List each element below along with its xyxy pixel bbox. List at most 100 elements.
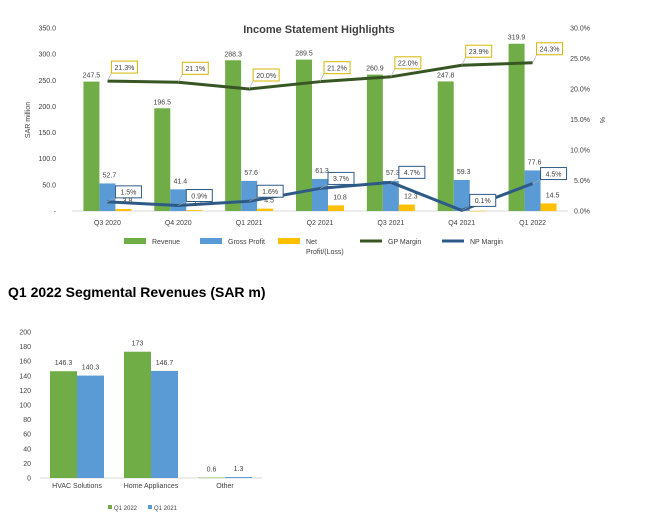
legend-q1-2022: Q1 2022	[108, 505, 138, 512]
legend-label: Revenue	[152, 239, 180, 246]
net-profit-bar	[257, 208, 274, 211]
legend-label: Net	[306, 239, 317, 246]
y2-tick-label: 20.0%	[570, 87, 590, 94]
leader-line	[249, 196, 258, 202]
net-profit-value-label: 10.8	[333, 194, 347, 201]
leader-line	[461, 57, 466, 66]
leader-line	[532, 54, 537, 63]
gross-profit-bar	[312, 178, 328, 211]
label-box	[536, 42, 564, 56]
y2-axis-label: %	[598, 117, 605, 123]
label-box	[110, 60, 138, 74]
legend-label-line2: Profit/(Loss)	[306, 249, 344, 256]
income-statement-chart: Income Statement Highlights SAR million …	[25, 24, 605, 256]
gross-profit-value-label: 59.3	[457, 169, 471, 176]
y-tick-label: 100	[19, 403, 31, 410]
q1-2021-value-label: 140.3	[82, 365, 100, 372]
legend-swatch	[148, 505, 152, 509]
legend-swatch	[278, 238, 300, 244]
net-profit-bar	[115, 209, 132, 211]
gross-profit-bar	[99, 183, 116, 211]
y-tick-label: 160	[19, 359, 31, 366]
y-tick-label: 350.0	[38, 26, 56, 33]
gross-profit-value-label: 77.6	[528, 159, 542, 166]
legend-label: NP Margin	[470, 239, 503, 246]
revenue-value-label: 319.9	[508, 35, 526, 42]
x-tick-label: Other	[216, 483, 234, 490]
legend-label: Q1 2022	[114, 506, 138, 512]
gross-profit-value-label: 41.4	[173, 178, 187, 185]
gross-profit-value-label: 57.3	[386, 170, 400, 177]
revenue-bar	[225, 60, 242, 211]
legend-swatch	[200, 238, 222, 244]
gross-profit-bar	[382, 181, 399, 211]
y-tick-label: 180	[19, 344, 31, 351]
legend-np-margin: NP Margin	[442, 239, 503, 246]
q1-2022-bar	[198, 477, 225, 479]
gross-profit-bar	[453, 179, 470, 211]
net-profit-bar	[469, 210, 486, 212]
revenue-bar	[437, 81, 454, 211]
y2-tick-label: 25.0%	[570, 56, 590, 63]
q1-2022-value-label: 146.3	[55, 360, 73, 367]
gp-margin-label: 23.9%	[461, 44, 493, 66]
legend-label: Gross Profit	[228, 239, 265, 246]
np-margin-label: 1.6%	[249, 184, 284, 202]
y-tick-label: 150.0	[38, 130, 56, 137]
net-profit-bar	[186, 210, 203, 211]
y-tick-label: 300.0	[38, 52, 56, 59]
x-tick-label: Q4 2021	[448, 220, 475, 227]
np-margin-label: 4.5%	[532, 167, 568, 184]
net-profit-value-label: 1.7	[193, 199, 203, 206]
net-profit-value-label: 3.8	[123, 198, 133, 205]
revenue-bar	[508, 43, 525, 211]
label-box	[394, 56, 422, 70]
y2-tick-label: 30.0%	[570, 26, 590, 33]
revenue-bar	[296, 59, 312, 211]
gross-profit-bar	[524, 170, 541, 211]
leader-line	[390, 68, 396, 77]
gp-margin-label: 24.3%	[532, 42, 564, 63]
y-tick-label: 250.0	[38, 78, 56, 85]
leader-line	[178, 201, 187, 206]
q1-2022-bar	[50, 371, 77, 478]
margin-value-text: 3.7%	[333, 176, 349, 183]
gp-margin-label: 21.3%	[107, 60, 138, 82]
np-margin-label: 1.5%	[107, 185, 142, 203]
label-box	[256, 184, 284, 198]
label-box	[114, 185, 142, 199]
margin-value-text: 21.3%	[114, 65, 134, 72]
segment-chart-title: Q1 2022 Segmental Revenues (SAR m)	[8, 284, 266, 300]
chart-title: Income Statement Highlights	[243, 24, 395, 36]
margin-value-text: 23.9%	[469, 49, 489, 56]
y-tick-label: 0	[27, 476, 31, 483]
label-box	[252, 68, 280, 82]
margin-value-text: 0.9%	[191, 193, 207, 200]
net-profit-value-label: 4.5	[264, 198, 274, 205]
y-tick-label: 60	[23, 432, 31, 439]
q1-2022-bar	[124, 351, 151, 478]
revenue-bar	[83, 81, 100, 211]
legend-swatch	[108, 505, 112, 509]
np-margin-label: 3.7%	[319, 171, 355, 189]
q1-2022-value-label: 0.6	[207, 467, 217, 474]
x-tick-label: HVAC Solutions	[52, 483, 102, 490]
revenue-value-label: 247.5	[83, 73, 101, 80]
leader-line	[390, 178, 399, 183]
revenue-bar	[154, 108, 171, 211]
q1-2021-value-label: 146.7	[156, 360, 174, 367]
y-tick-label: 80	[23, 417, 31, 424]
legend-net-profit: Net Profit/(Loss)	[278, 238, 344, 256]
net-profit-bar	[540, 203, 557, 211]
label-box	[469, 193, 497, 207]
q1-2021-bar	[225, 477, 252, 478]
q1-2021-bar	[77, 375, 104, 478]
y-tick-label: 200.0	[38, 104, 56, 111]
y-tick-label: -	[54, 209, 57, 216]
q1-2022-value-label: 173	[132, 341, 144, 348]
leader-line	[319, 184, 329, 189]
gp-margin-line	[107, 61, 533, 91]
x-tick-label: Q1 2022	[519, 220, 546, 227]
y-tick-label: 20	[23, 461, 31, 468]
y-axis-label: SAR million	[25, 102, 32, 138]
